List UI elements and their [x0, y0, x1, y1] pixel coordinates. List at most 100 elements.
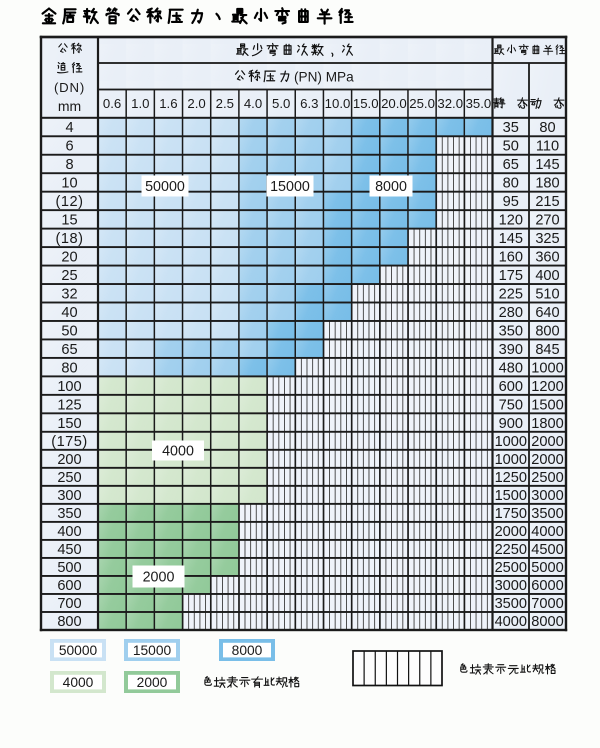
- svg-text:800: 800: [535, 323, 559, 339]
- svg-text:4000: 4000: [531, 524, 563, 540]
- svg-text:500: 500: [57, 560, 81, 576]
- svg-text:10: 10: [61, 176, 77, 192]
- svg-text:2000: 2000: [495, 524, 527, 540]
- svg-text:1000: 1000: [531, 360, 563, 376]
- svg-text:640: 640: [535, 305, 559, 321]
- svg-text:4000: 4000: [495, 614, 527, 630]
- svg-text:20.0: 20.0: [381, 96, 407, 111]
- svg-text:0.6: 0.6: [103, 96, 121, 111]
- svg-text:2.5: 2.5: [216, 96, 234, 111]
- svg-text:400: 400: [535, 268, 559, 284]
- svg-text:325: 325: [535, 231, 559, 247]
- svg-text:270: 270: [535, 213, 559, 229]
- svg-text:(DN): (DN): [54, 80, 85, 95]
- svg-text:350: 350: [499, 323, 523, 339]
- svg-text:1200: 1200: [531, 379, 563, 395]
- svg-text:8000: 8000: [232, 643, 263, 658]
- svg-text:2500: 2500: [531, 470, 563, 486]
- svg-text:160: 160: [499, 250, 523, 266]
- svg-text:(12): (12): [56, 194, 84, 210]
- svg-text:2250: 2250: [495, 542, 527, 558]
- svg-text:6000: 6000: [531, 578, 563, 594]
- svg-text:6.3: 6.3: [300, 96, 318, 111]
- svg-text:5.0: 5.0: [272, 96, 290, 111]
- svg-text:900: 900: [499, 416, 523, 432]
- svg-text:2.0: 2.0: [187, 96, 205, 111]
- svg-text:50: 50: [503, 139, 519, 155]
- svg-text:510: 510: [535, 287, 559, 303]
- svg-text:4.0: 4.0: [244, 96, 262, 111]
- svg-text:50: 50: [61, 323, 77, 339]
- svg-text:95: 95: [503, 194, 519, 210]
- svg-text:25.0: 25.0: [409, 96, 435, 111]
- svg-text:2000: 2000: [137, 675, 168, 690]
- svg-text:120: 120: [499, 213, 523, 229]
- svg-text:4500: 4500: [531, 542, 563, 558]
- svg-text:80: 80: [503, 176, 519, 192]
- svg-text:32.0: 32.0: [437, 96, 463, 111]
- svg-text:50000: 50000: [145, 179, 185, 195]
- svg-text:600: 600: [57, 578, 81, 594]
- svg-text:80: 80: [61, 360, 77, 376]
- svg-text:2000: 2000: [531, 434, 563, 450]
- svg-text:mm: mm: [58, 98, 81, 114]
- svg-text:280: 280: [499, 305, 523, 321]
- svg-text:32: 32: [61, 287, 77, 303]
- svg-text:65: 65: [503, 157, 519, 173]
- svg-text:600: 600: [499, 379, 523, 395]
- svg-text:80: 80: [539, 120, 555, 136]
- svg-text:350: 350: [57, 506, 81, 522]
- svg-text:390: 390: [499, 342, 523, 358]
- svg-text:750: 750: [499, 397, 523, 413]
- svg-text:450: 450: [57, 542, 81, 558]
- svg-text:6: 6: [65, 139, 73, 155]
- svg-text:8000: 8000: [531, 614, 563, 630]
- svg-text:400: 400: [57, 524, 81, 540]
- svg-text:5000: 5000: [531, 560, 563, 576]
- svg-text:25: 25: [61, 268, 77, 284]
- svg-text:15000: 15000: [133, 643, 172, 658]
- svg-text:1.0: 1.0: [131, 96, 149, 111]
- svg-text:150: 150: [57, 416, 81, 432]
- svg-text:4: 4: [65, 120, 73, 136]
- svg-text:250: 250: [57, 470, 81, 486]
- svg-text:360: 360: [535, 250, 559, 266]
- svg-text:3500: 3500: [495, 596, 527, 612]
- svg-text:145: 145: [499, 231, 523, 247]
- svg-text:1250: 1250: [495, 470, 527, 486]
- svg-text:1500: 1500: [531, 397, 563, 413]
- svg-text:225: 225: [499, 287, 523, 303]
- svg-text:2000: 2000: [143, 570, 175, 586]
- svg-text:8000: 8000: [375, 179, 407, 195]
- svg-text:2500: 2500: [495, 560, 527, 576]
- svg-text:3500: 3500: [531, 506, 563, 522]
- svg-text:2000: 2000: [531, 452, 563, 468]
- svg-text:10.0: 10.0: [325, 96, 351, 111]
- svg-text:15: 15: [61, 213, 77, 229]
- svg-text:3000: 3000: [531, 488, 563, 504]
- svg-text:35.0: 35.0: [466, 96, 492, 111]
- svg-text:40: 40: [61, 305, 77, 321]
- svg-text:100: 100: [57, 379, 81, 395]
- svg-text:1000: 1000: [495, 452, 527, 468]
- svg-text:4000: 4000: [63, 675, 94, 690]
- svg-text:200: 200: [57, 452, 81, 468]
- svg-text:1750: 1750: [495, 506, 527, 522]
- svg-text:700: 700: [57, 596, 81, 612]
- svg-text:145: 145: [535, 157, 559, 173]
- svg-text:15000: 15000: [270, 179, 310, 195]
- svg-text:215: 215: [535, 194, 559, 210]
- svg-text:110: 110: [536, 139, 559, 155]
- svg-text:50000: 50000: [59, 643, 98, 658]
- svg-text:300: 300: [57, 488, 81, 504]
- svg-text:125: 125: [57, 397, 81, 413]
- svg-text:8: 8: [65, 157, 73, 173]
- svg-text:(175): (175): [51, 434, 88, 450]
- svg-text:1.6: 1.6: [159, 96, 177, 111]
- svg-text:180: 180: [535, 176, 559, 192]
- svg-text:35: 35: [503, 120, 519, 136]
- svg-text:1000: 1000: [495, 434, 527, 450]
- svg-text:480: 480: [499, 360, 523, 376]
- svg-text:(18): (18): [56, 231, 84, 247]
- svg-text:15.0: 15.0: [353, 96, 379, 111]
